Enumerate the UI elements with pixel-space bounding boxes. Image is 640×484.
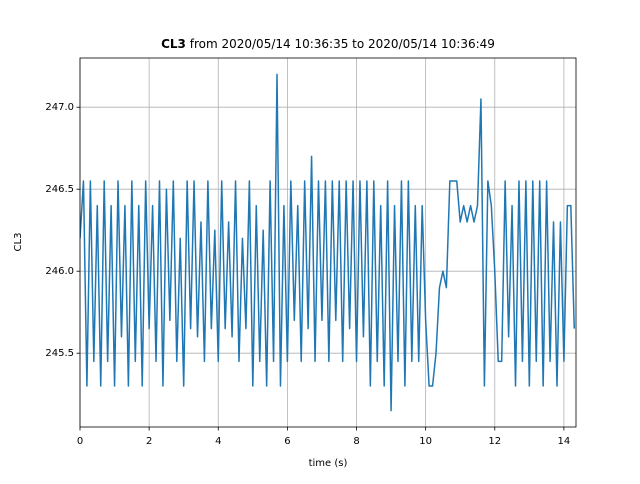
x-tick-label: 0 xyxy=(77,436,83,447)
title-bold: CL3 xyxy=(161,37,186,51)
title-text: from 2020/05/14 10:36:35 to 2020/05/14 1… xyxy=(190,37,495,51)
y-tick-label: 245.5 xyxy=(45,348,74,359)
data-line xyxy=(80,73,576,412)
y-tick-label: 246.5 xyxy=(45,184,74,195)
chart-title: CL3 from 2020/05/14 10:36:35 to 2020/05/… xyxy=(161,37,495,51)
x-tick-label: 14 xyxy=(558,436,571,447)
x-tick-label: 10 xyxy=(419,436,432,447)
x-tick-label: 8 xyxy=(353,436,359,447)
y-axis-label: CL3 xyxy=(13,233,24,252)
x-tick-label: 4 xyxy=(215,436,221,447)
x-tick-label: 2 xyxy=(146,436,152,447)
x-tick-label: 6 xyxy=(284,436,290,447)
plot-frame xyxy=(79,57,577,428)
y-tick-label: 247.0 xyxy=(45,102,74,113)
x-axis-label: time (s) xyxy=(309,458,348,469)
y-tick-label: 246.0 xyxy=(45,266,74,277)
x-tick-label: 12 xyxy=(488,436,501,447)
